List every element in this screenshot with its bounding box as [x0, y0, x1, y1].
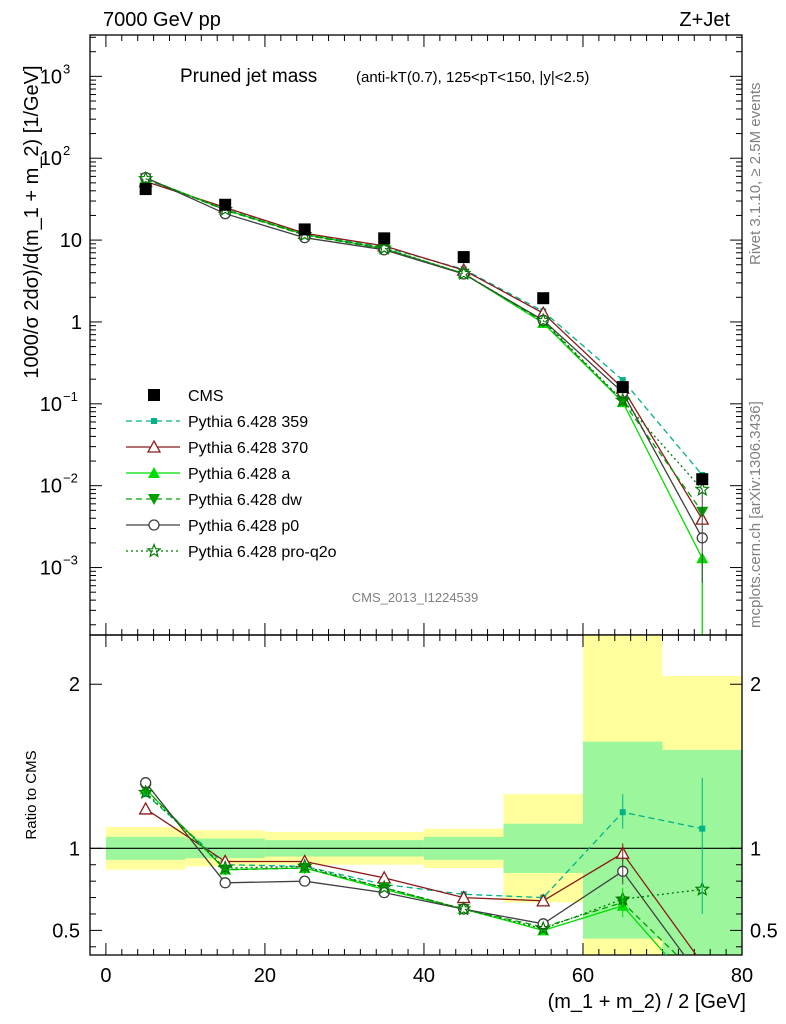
ratio-point [137, 784, 154, 800]
x-axis-label: (m_1 + m_2) / 2 [GeV] [548, 991, 746, 1013]
ratio-point [296, 858, 313, 873]
legend-label: Pythia 6.428 pro-q2o [188, 544, 337, 561]
ratio-series [137, 777, 710, 955]
cms-data-point [457, 251, 470, 264]
ratio-point [138, 801, 153, 815]
ratio-y-tick-label: 0.5 [750, 920, 778, 942]
ratio-point [536, 893, 551, 907]
ratio-y-tick-label: 2 [750, 674, 761, 696]
mcplots-label: mcplots.cern.ch [arXiv:1306.3436] [747, 401, 764, 628]
legend-item: Pythia 6.428 a [126, 466, 290, 483]
y-tick-label: 10 [40, 148, 62, 170]
legend-label: Pythia 6.428 a [188, 466, 290, 483]
ratio-line [145, 792, 703, 930]
ratio-line [145, 788, 667, 955]
ratio-point [535, 920, 551, 936]
series-point [137, 170, 154, 186]
legend-label: Pythia 6.428 370 [188, 440, 308, 457]
series-point [376, 240, 392, 255]
ratio-frame [89, 634, 743, 956]
ratio-y-tick-label: 0.5 [52, 920, 80, 942]
ratio-y-axis-label: Ratio to CMS [23, 750, 40, 839]
y-tick-exponent: 2 [63, 143, 70, 158]
series-line [145, 180, 703, 520]
cms-data-point [537, 292, 550, 305]
cms-data-point [298, 223, 311, 236]
legend: CMS Pythia 6.428 359 Pythia 6.428 370 Pythi… [126, 388, 337, 561]
legend-item: Pythia 6.428 370 [126, 439, 308, 457]
legend-item: Pythia 6.428 pro-q2o [126, 542, 337, 561]
legend-item: Pythia 6.428 359 [126, 414, 308, 431]
legend-item: Pythia 6.428 dw [126, 492, 302, 509]
x-tick-label: 20 [254, 965, 276, 987]
legend-label: Pythia 6.428 359 [188, 414, 308, 431]
ratio-y-tick-label: 2 [69, 674, 80, 696]
ratio-bands [105, 635, 742, 955]
chart-subtitle: (anti-kT(0.7), 125<pT<150, |y|<2.5) [356, 69, 589, 86]
series-line [145, 177, 703, 539]
ratio-point [219, 877, 231, 889]
ratio-point [455, 900, 472, 916]
x-tick-label: 0 [100, 965, 111, 987]
ratio-y-tick-label: 1 [69, 838, 80, 860]
legend-marker [148, 389, 160, 401]
ratio-plot: 0 20 40 60 80 0.5 0.5 1 1 2 2 [52, 634, 778, 987]
y-tick-exponent: −3 [63, 553, 78, 568]
energy-label: 7000 GeV pp [103, 9, 221, 31]
legend-item: Pythia 6.428 p0 [126, 518, 299, 535]
legend-label: Pythia 6.428 p0 [188, 518, 299, 535]
legend-item: CMS [148, 388, 224, 405]
ratio-line [145, 788, 678, 955]
cms-data-point [139, 183, 152, 196]
legend-marker [146, 439, 162, 453]
cms-data-point [378, 232, 391, 245]
chart-title: Pruned jet mass [180, 66, 317, 87]
process-label: Z+Jet [679, 9, 730, 31]
series-point [619, 377, 626, 384]
x-tick-label: 60 [572, 965, 594, 987]
x-tick-label: 80 [731, 965, 753, 987]
y-tick-exponent: −2 [63, 471, 78, 486]
legend-marker [146, 542, 162, 558]
ratio-line [145, 793, 703, 899]
y-tick-label: 10 [40, 476, 62, 498]
legend-marker [151, 418, 157, 424]
series-point [535, 312, 551, 328]
rivet-label: Rivet 3.1.10, ≥ 2.5M events [747, 83, 764, 266]
main-series [137, 170, 710, 635]
legend-marker [148, 519, 160, 531]
legend-marker [148, 494, 160, 505]
ratio-point [217, 859, 234, 875]
series-line [145, 177, 703, 513]
cms-data-point [219, 198, 232, 211]
series-line [145, 178, 703, 490]
ratio-point [299, 875, 311, 887]
ratio-line [145, 808, 698, 955]
ratio-point [376, 879, 392, 895]
series-point [614, 392, 631, 408]
y-tick-label: 10 [40, 558, 62, 580]
legend-label: Pythia 6.428 dw [188, 492, 302, 509]
y-tick-label: 10 [40, 394, 62, 416]
y-tick-label: 10 [60, 230, 82, 252]
main-y-axis-label: 1000/σ 2dσ)/d(m_1 + m_2) [1/GeV] [21, 65, 43, 378]
ratio-line [145, 782, 685, 955]
analysis-id: CMS_2013_I1224539 [352, 590, 479, 605]
series-point [455, 265, 472, 281]
legend-marker [148, 467, 160, 478]
x-tick-label: 40 [413, 965, 435, 987]
y-tick-label: 10 [40, 66, 62, 88]
y-tick-label: 1 [71, 312, 82, 334]
cms-data-point [616, 381, 629, 394]
y-tick-exponent: 3 [63, 61, 70, 76]
cms-data-point [696, 473, 709, 486]
y-tick-exponent: −1 [63, 389, 78, 404]
ratio-y-tick-label: 1 [750, 838, 761, 860]
legend-label: CMS [188, 388, 224, 405]
